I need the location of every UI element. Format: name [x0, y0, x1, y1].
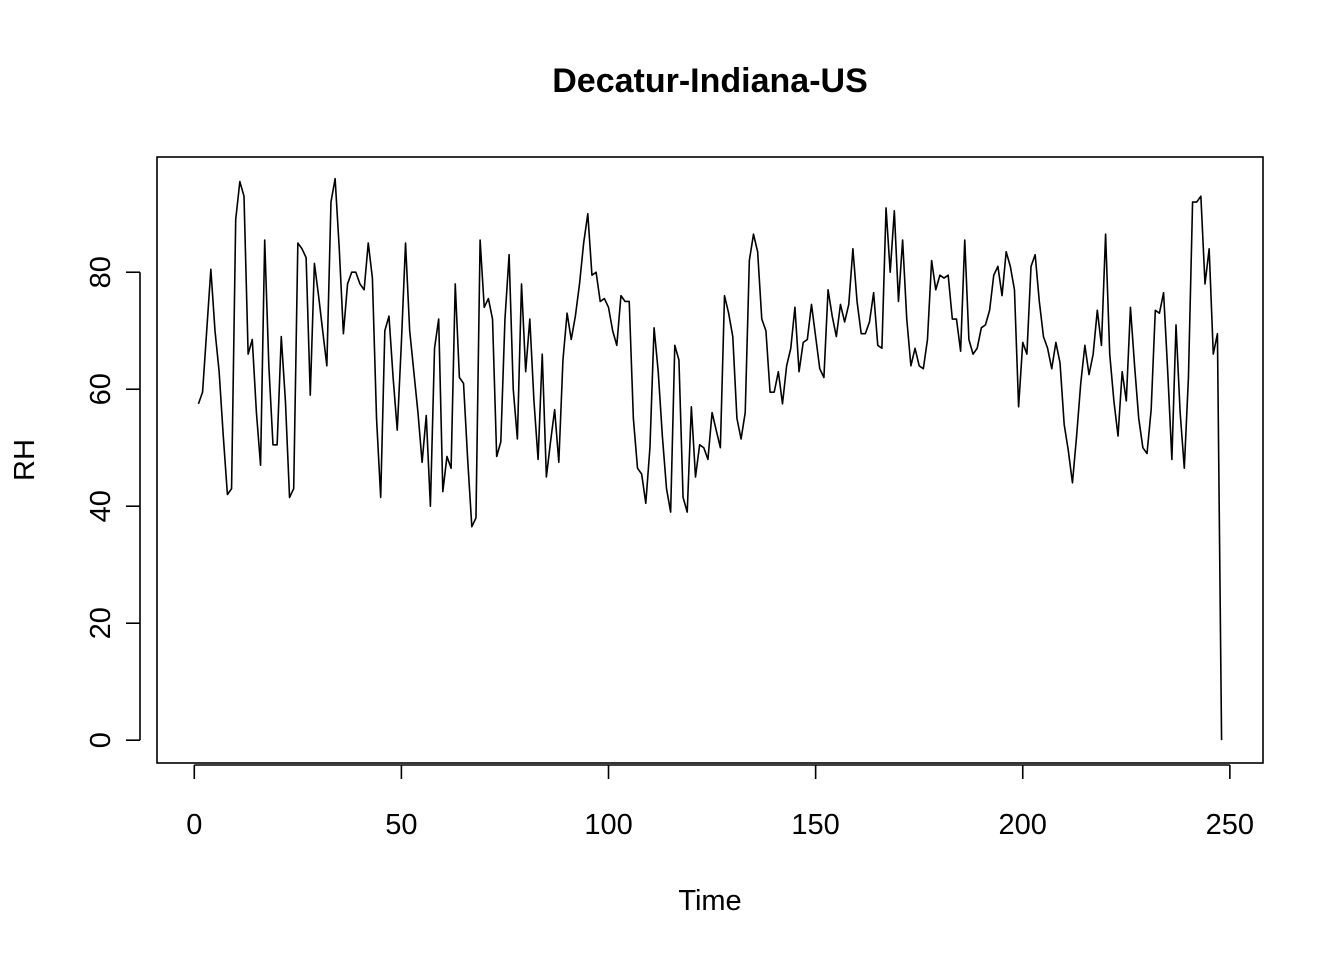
y-tick-label: 0 [85, 732, 117, 748]
y-tick-label: 60 [85, 373, 117, 405]
x-tick-label: 0 [186, 809, 202, 841]
chart-title: Decatur-Indiana-US [552, 62, 868, 100]
x-tick-label: 150 [791, 809, 839, 841]
y-axis: 0 20 40 60 80 [85, 256, 141, 748]
series-layer [197, 177, 1223, 741]
y-tick-label: 20 [85, 607, 117, 639]
series-line [197, 177, 1223, 741]
x-tick-label: 250 [1206, 809, 1254, 841]
y-tick-label: 80 [85, 256, 117, 288]
x-tick-label: 50 [385, 809, 417, 841]
y-tick-label: 40 [85, 490, 117, 522]
x-tick-label: 200 [999, 809, 1047, 841]
x-tick-label: 100 [584, 809, 632, 841]
x-axis-label: Time [678, 885, 741, 917]
plot-frame [156, 156, 1264, 764]
x-axis: 0 50 100 150 200 250 [186, 764, 1254, 841]
y-axis-label: RH [9, 439, 41, 481]
